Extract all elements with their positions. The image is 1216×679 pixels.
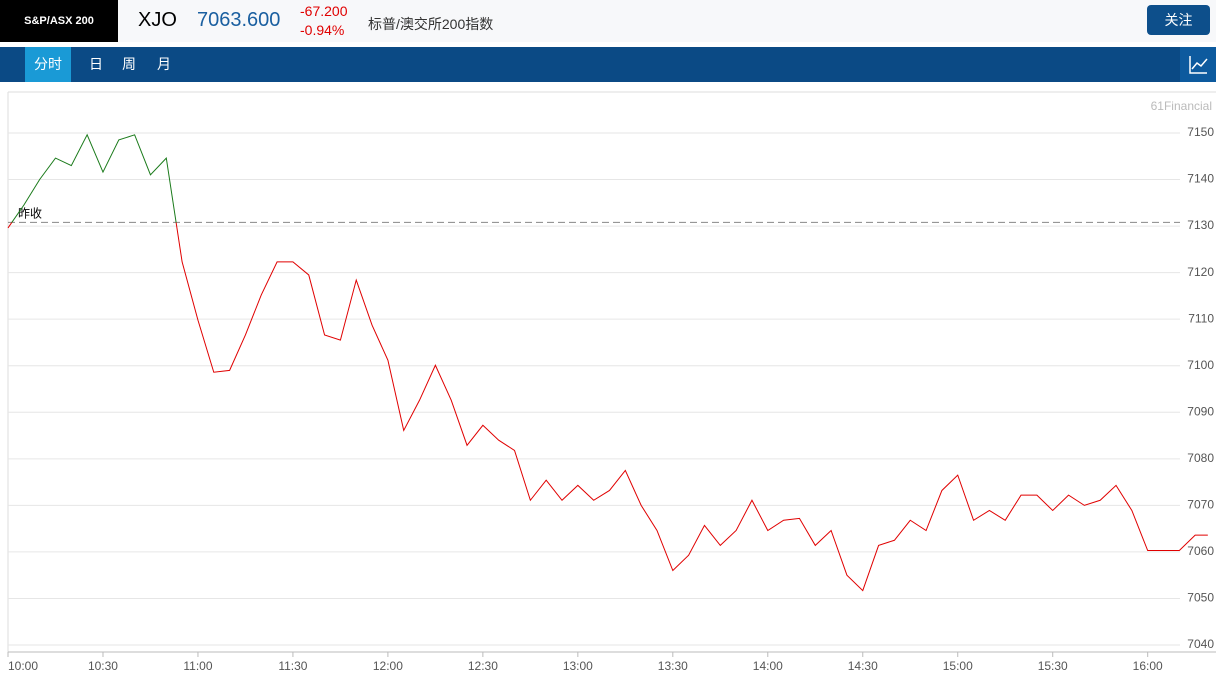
y-tick-label: 7150 [1187, 125, 1214, 139]
change: -67.200 [300, 3, 348, 19]
price: 7063.600 [197, 9, 281, 31]
x-tick-label: 14:30 [848, 659, 878, 673]
tab[interactable]: 周 [122, 56, 136, 72]
y-tick-label: 7110 [1188, 311, 1214, 325]
x-tick-label: 12:30 [468, 659, 498, 673]
index-badge: S&P/ASX 200 [0, 0, 118, 42]
header: S&P/ASX 200 XJO 7063.600 -67.200 -0.94% … [0, 0, 1216, 42]
x-tick-label: 13:30 [658, 659, 688, 673]
change-pct: -0.94% [300, 22, 345, 38]
x-tick-label: 10:30 [88, 659, 118, 673]
x-tick-label: 10:00 [8, 659, 38, 673]
chart-icon[interactable] [1180, 47, 1216, 82]
reference-label: 昨收 [18, 207, 42, 221]
x-tick-label: 12:00 [373, 659, 403, 673]
y-tick-label: 7140 [1187, 172, 1214, 186]
y-tick-label: 7100 [1187, 358, 1214, 372]
symbol: XJO [138, 9, 177, 31]
watermark: 61Financial [1151, 99, 1212, 113]
x-tick-label: 11:30 [278, 659, 307, 673]
y-tick-label: 7070 [1187, 498, 1214, 512]
x-tick-label: 11:00 [183, 659, 212, 673]
x-tick-label: 15:00 [943, 659, 973, 673]
y-tick-label: 7090 [1187, 404, 1214, 418]
x-tick-label: 14:00 [753, 659, 783, 673]
y-tick-label: 7060 [1187, 544, 1214, 558]
y-tick-label: 7080 [1187, 451, 1214, 465]
y-tick-label: 7050 [1187, 591, 1214, 605]
tab[interactable]: 月 [157, 56, 171, 72]
tab[interactable]: 分时 [25, 47, 71, 82]
tab-bar: 分时 日 周 月 [0, 47, 1216, 82]
y-tick-label: 7040 [1187, 637, 1214, 651]
icon [1189, 56, 1208, 74]
x-tick-label: 15:30 [1038, 659, 1068, 673]
price-line [7, 133, 1208, 592]
chart: 61Financial 7040 7050 7060 7070 7080 7090 7100… [7, 91, 1216, 673]
follow-button[interactable]: 关注 [1147, 5, 1210, 35]
x-tick-label: 16:00 [1133, 659, 1163, 673]
tab[interactable]: 日 [89, 56, 103, 72]
x-tick-label: 13:00 [563, 659, 593, 673]
y-tick-label: 7130 [1187, 218, 1214, 232]
y-tick-label: 7120 [1187, 265, 1214, 279]
index-name: 标普/澳交所200指数 [368, 16, 494, 32]
